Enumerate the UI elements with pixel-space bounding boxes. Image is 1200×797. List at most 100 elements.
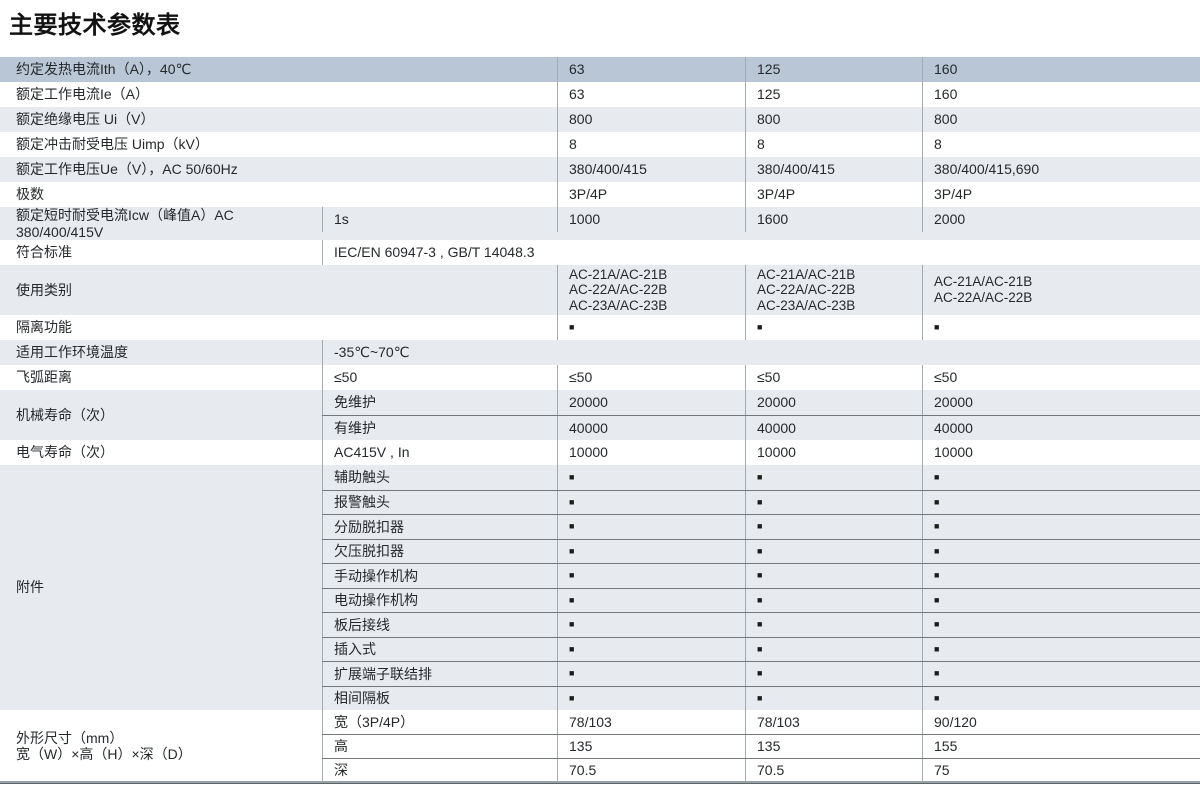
feature-available-square-icon: ■ [745,539,922,564]
row-label-text: 约定发热电流Ith（A），40℃ [16,61,192,78]
table-row: 380/400/415 380/400/415 380/400/415,690 [557,157,1200,182]
value-line: AC-21A/AC-21B [934,274,1033,290]
table-row: 分励脱扣器 ■ ■ ■ [322,514,1200,539]
feature-available-square-icon: ■ [557,315,745,341]
row-label-text: 额定冲击耐受电压 Uimp（kV） [16,136,209,153]
feature-available-square-icon: ■ [557,465,745,490]
value-cell: 380/400/415,690 [922,157,1200,182]
sub-row-label: 1s [322,207,557,232]
row-label-accessories: 附件 [0,465,322,710]
table-row: 报警触头 ■ ■ ■ [322,489,1200,515]
value-cell: 90/120 [922,710,1200,735]
table-row: ■ ■ ■ [557,315,1200,341]
section-rows: ≤50 ≤50 ≤50 ≤50 [322,365,1200,391]
value-cell: 800 [745,107,922,132]
feature-available-square-icon: ■ [745,490,922,515]
value-cell: ≤50 [922,365,1200,391]
row-label-utilization: 使用类别 [0,265,557,315]
sub-row-label: 免维护 [322,390,557,416]
section-rows: ■ ■ ■ [557,315,1200,341]
row-label-text: 使用类别 [16,281,72,298]
sub-row-label: 分励脱扣器 [322,515,557,539]
feature-available-square-icon: ■ [557,490,745,515]
value-cell: 10000 [745,440,922,466]
row-label-arc-distance: 飞弧距离 [0,365,322,390]
section-arc-distance: 飞弧距离 ≤50 ≤50 ≤50 ≤50 [0,365,1200,391]
value-cell: 1000 [557,207,745,232]
row-label-text: 额定短时耐受电流Icw（峰值A）AC 380/400/415V [16,207,234,240]
feature-available-square-icon: ■ [745,564,922,588]
value-cell: 800 [557,107,745,132]
feature-available-square-icon: ■ [745,686,922,711]
feature-available-square-icon: ■ [557,588,745,613]
section-rows: IEC/EN 60947-3 , GB/T 14048.3 [322,240,1200,266]
value-line: AC-22A/AC-22B [569,282,668,298]
value-cell: 40000 [922,416,1200,441]
row-label-text: 附件 [16,579,44,596]
value-line: AC-22A/AC-22B [934,290,1033,306]
row-label-ui: 额定绝缘电压 Ui（V） [0,107,557,132]
feature-available-square-icon: ■ [922,315,1200,341]
row-label-standards: 符合标准 [0,240,322,265]
row-label-text: 极数 [16,186,44,203]
row-label-poles: 极数 [0,182,557,207]
row-label-text: 额定工作电流Ie（A） [16,86,150,103]
feature-available-square-icon: ■ [922,465,1200,490]
section-ambient: 适用工作环境温度 -35℃~70℃ [0,340,1200,366]
table-row: 1s 1000 1600 2000 [322,207,1200,232]
value-line: AC-23A/AC-23B [569,297,668,313]
value-cell: 125 [745,82,922,107]
feature-available-square-icon: ■ [745,515,922,539]
section-rows: 800 800 800 [557,107,1200,132]
row-label-ambient: 适用工作环境温度 [0,340,322,365]
section-mech-life: 机械寿命（次） 免维护 20000 20000 20000 有维护 40000 40000 40… [0,390,1200,441]
value-cell: 10000 [557,440,745,466]
value-cell: 8 [557,132,745,157]
row-label-mech-life: 机械寿命（次） [0,390,322,440]
feature-available-square-icon: ■ [557,637,745,662]
table-row: 插入式 ■ ■ ■ [322,636,1200,662]
row-label-text: 外形尺寸（mm） [16,729,124,746]
feature-available-square-icon: ■ [922,686,1200,711]
row-label-text: 机械寿命（次） [16,406,114,423]
feature-available-square-icon: ■ [557,564,745,588]
sub-row-label: 辅助触头 [322,465,557,490]
section-rows: 辅助触头 ■ ■ ■ 报警触头 ■ ■ ■ 分励脱扣器 ■ ■ ■ 欠压脱扣器 ■ ■ ■ 手动操作机构 ■ ■ ■ 电… [322,465,1200,711]
value-cell: 20000 [745,390,922,416]
feature-available-square-icon: ■ [922,613,1200,637]
value-cell: 78/103 [745,710,922,735]
value-cell: 20000 [557,390,745,416]
sub-row-label: 插入式 [322,637,557,662]
value-cell: AC-21A/AC-21B AC-22A/AC-22B AC-23A/AC-23B [745,265,922,316]
row-label-ith: 约定发热电流Ith（A），40℃ [0,57,557,82]
section-rows: 63 125 160 [557,57,1200,82]
feature-available-square-icon: ■ [922,515,1200,539]
feature-available-square-icon: ■ [557,662,745,686]
section-ith: 约定发热电流Ith（A），40℃ 63 125 160 [0,57,1200,82]
value-cell: 63 [557,57,745,82]
value-cell: 125 [745,57,922,82]
table-row: 高 135 135 155 [322,734,1200,759]
section-standards: 符合标准 IEC/EN 60947-3 , GB/T 14048.3 [0,240,1200,266]
feature-available-square-icon: ■ [922,662,1200,686]
table-row: 相间隔板 ■ ■ ■ [322,685,1200,711]
table-row: 宽（3P/4P） 78/103 78/103 90/120 [322,710,1200,735]
value-cell: 20000 [922,390,1200,416]
value-cell: AC-21A/AC-21B AC-22A/AC-22B AC-23A/AC-23B [557,265,745,316]
feature-available-square-icon: ■ [557,539,745,564]
value-cell: 75 [922,759,1200,783]
feature-available-square-icon: ■ [745,662,922,686]
value-cell: AC-21A/AC-21B AC-22A/AC-22B [922,265,1200,316]
table-row: ≤50 ≤50 ≤50 ≤50 [322,365,1200,391]
value-cell: 63 [557,82,745,107]
feature-available-square-icon: ■ [745,613,922,637]
feature-available-square-icon: ■ [922,588,1200,613]
feature-available-square-icon: ■ [745,637,922,662]
sub-row-label: AC415V , In [322,440,557,466]
value-cell: 10000 [922,440,1200,466]
value-cell: 160 [922,57,1200,82]
value-cell: 160 [922,82,1200,107]
sub-row-label: 有维护 [322,416,557,441]
value-line: AC-22A/AC-22B [757,282,856,298]
